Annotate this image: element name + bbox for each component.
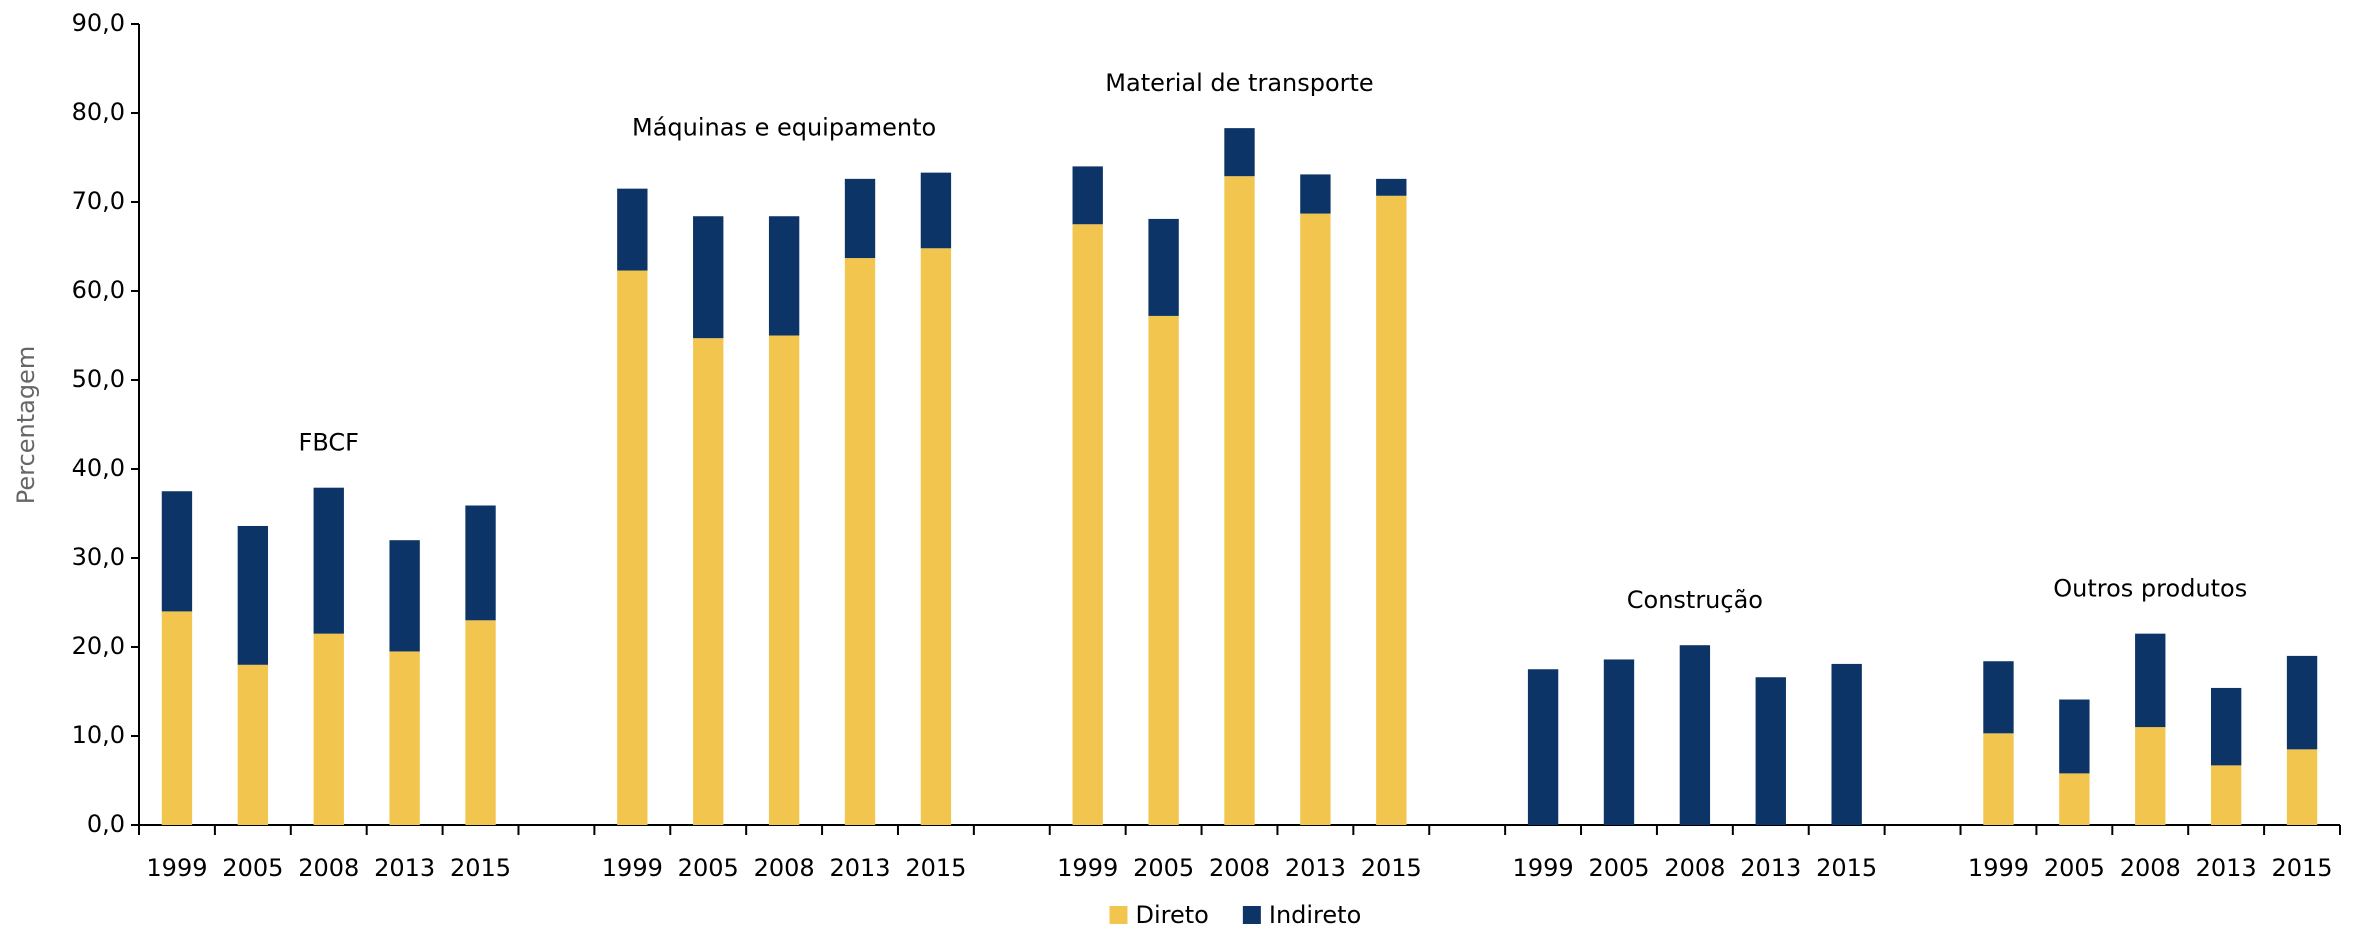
x-tick-label: 2015 xyxy=(1816,854,1877,882)
x-tick-label: 2008 xyxy=(2120,854,2181,882)
y-tick-label: 0,0 xyxy=(87,810,125,838)
x-tick-label: 2013 xyxy=(1285,854,1346,882)
legend-swatch xyxy=(1109,906,1128,924)
bar-segment xyxy=(2135,727,2166,825)
bar-segment xyxy=(389,540,420,652)
bar-segment xyxy=(1300,174,1331,214)
bar-segment xyxy=(1679,645,1711,825)
bar-segment xyxy=(237,525,269,665)
bar-segment xyxy=(2059,699,2090,774)
y-tick-label: 30,0 xyxy=(72,543,125,571)
y-tick-label: 50,0 xyxy=(72,365,125,393)
x-tick-label: 2008 xyxy=(1209,854,1270,882)
bar-segment xyxy=(1072,166,1103,225)
bar-segment xyxy=(1376,195,1407,825)
legend-label: Direto xyxy=(1136,901,1209,929)
y-tick-label: 80,0 xyxy=(72,98,125,126)
x-tick-label: 2008 xyxy=(1664,854,1725,882)
y-tick-label: 70,0 xyxy=(72,187,125,215)
x-tick-label: 2005 xyxy=(2044,854,2105,882)
x-tick-label: 2005 xyxy=(1133,854,1194,882)
x-tick-label: 1999 xyxy=(1968,854,2029,882)
x-tick-label: 2013 xyxy=(2196,854,2257,882)
group-label: Construção xyxy=(1627,586,1763,614)
bar-segment xyxy=(1527,669,1559,825)
x-tick-label: 2015 xyxy=(2272,854,2333,882)
bar-segment xyxy=(2059,773,2090,825)
bar-segment xyxy=(1983,661,2014,734)
x-tick-label: 2015 xyxy=(905,854,966,882)
x-tick-label: 2013 xyxy=(1740,854,1801,882)
group-label: Outros produtos xyxy=(2053,575,2247,603)
bar-segment xyxy=(617,188,648,271)
x-tick-label: 1999 xyxy=(1057,854,1118,882)
bar-segment xyxy=(313,487,344,634)
bar-segment xyxy=(1603,659,1635,825)
bar-segment xyxy=(2286,749,2318,825)
bar-segment xyxy=(1300,213,1331,825)
bar-segment xyxy=(2210,765,2242,825)
bar-segment xyxy=(1224,128,1255,177)
bar-segment xyxy=(2286,655,2318,750)
y-tick-label: 90,0 xyxy=(72,9,125,37)
bar-segment xyxy=(389,651,420,825)
bar-segment xyxy=(161,611,193,825)
bar-segment xyxy=(1831,663,1862,825)
bar-segment xyxy=(313,633,344,825)
y-tick-label: 40,0 xyxy=(72,454,125,482)
bar-segment xyxy=(844,258,876,825)
bar-segment xyxy=(237,664,269,825)
bar-segment xyxy=(617,270,648,825)
x-tick-label: 2005 xyxy=(222,854,283,882)
bar-segment xyxy=(465,620,496,825)
y-tick-label: 20,0 xyxy=(72,632,125,660)
legend-swatch xyxy=(1242,906,1261,924)
bar-segment xyxy=(1072,224,1103,825)
legend-label: Indireto xyxy=(1269,901,1361,929)
x-tick-label: 2005 xyxy=(678,854,739,882)
bar-segment xyxy=(1148,218,1179,316)
bar-segment xyxy=(768,335,800,825)
bar-segment xyxy=(693,338,724,825)
x-tick-label: 1999 xyxy=(602,854,663,882)
bar-segment xyxy=(920,172,952,249)
group-label: Material de transporte xyxy=(1105,69,1373,97)
x-tick-label: 1999 xyxy=(1513,854,1574,882)
bar-segment xyxy=(1376,178,1407,196)
bar-segment xyxy=(1148,315,1179,825)
x-tick-label: 1999 xyxy=(146,854,207,882)
x-tick-label: 2005 xyxy=(1588,854,1649,882)
bar-segment xyxy=(693,216,724,339)
bar-segment xyxy=(920,248,952,825)
bar-segment xyxy=(161,491,193,612)
x-tick-label: 2015 xyxy=(1361,854,1422,882)
y-tick-label: 60,0 xyxy=(72,276,125,304)
bar-segment xyxy=(768,216,800,336)
bar-segment xyxy=(844,178,876,259)
x-tick-label: 2008 xyxy=(754,854,815,882)
x-tick-label: 2013 xyxy=(829,854,890,882)
group-label: Máquinas e equipamento xyxy=(632,114,936,142)
y-axis-label: Percentagem xyxy=(12,346,40,504)
group-label: FBCF xyxy=(299,429,359,457)
bar-segment xyxy=(2210,687,2242,766)
x-tick-label: 2008 xyxy=(298,854,359,882)
y-tick-label: 10,0 xyxy=(72,721,125,749)
bar-segment xyxy=(2135,633,2166,728)
bar-segment xyxy=(1983,733,2014,825)
bar-segment xyxy=(1755,677,1786,825)
bar-segment xyxy=(1224,176,1255,825)
x-tick-label: 2013 xyxy=(374,854,435,882)
x-tick-label: 2015 xyxy=(450,854,511,882)
bar-segment xyxy=(465,505,496,621)
